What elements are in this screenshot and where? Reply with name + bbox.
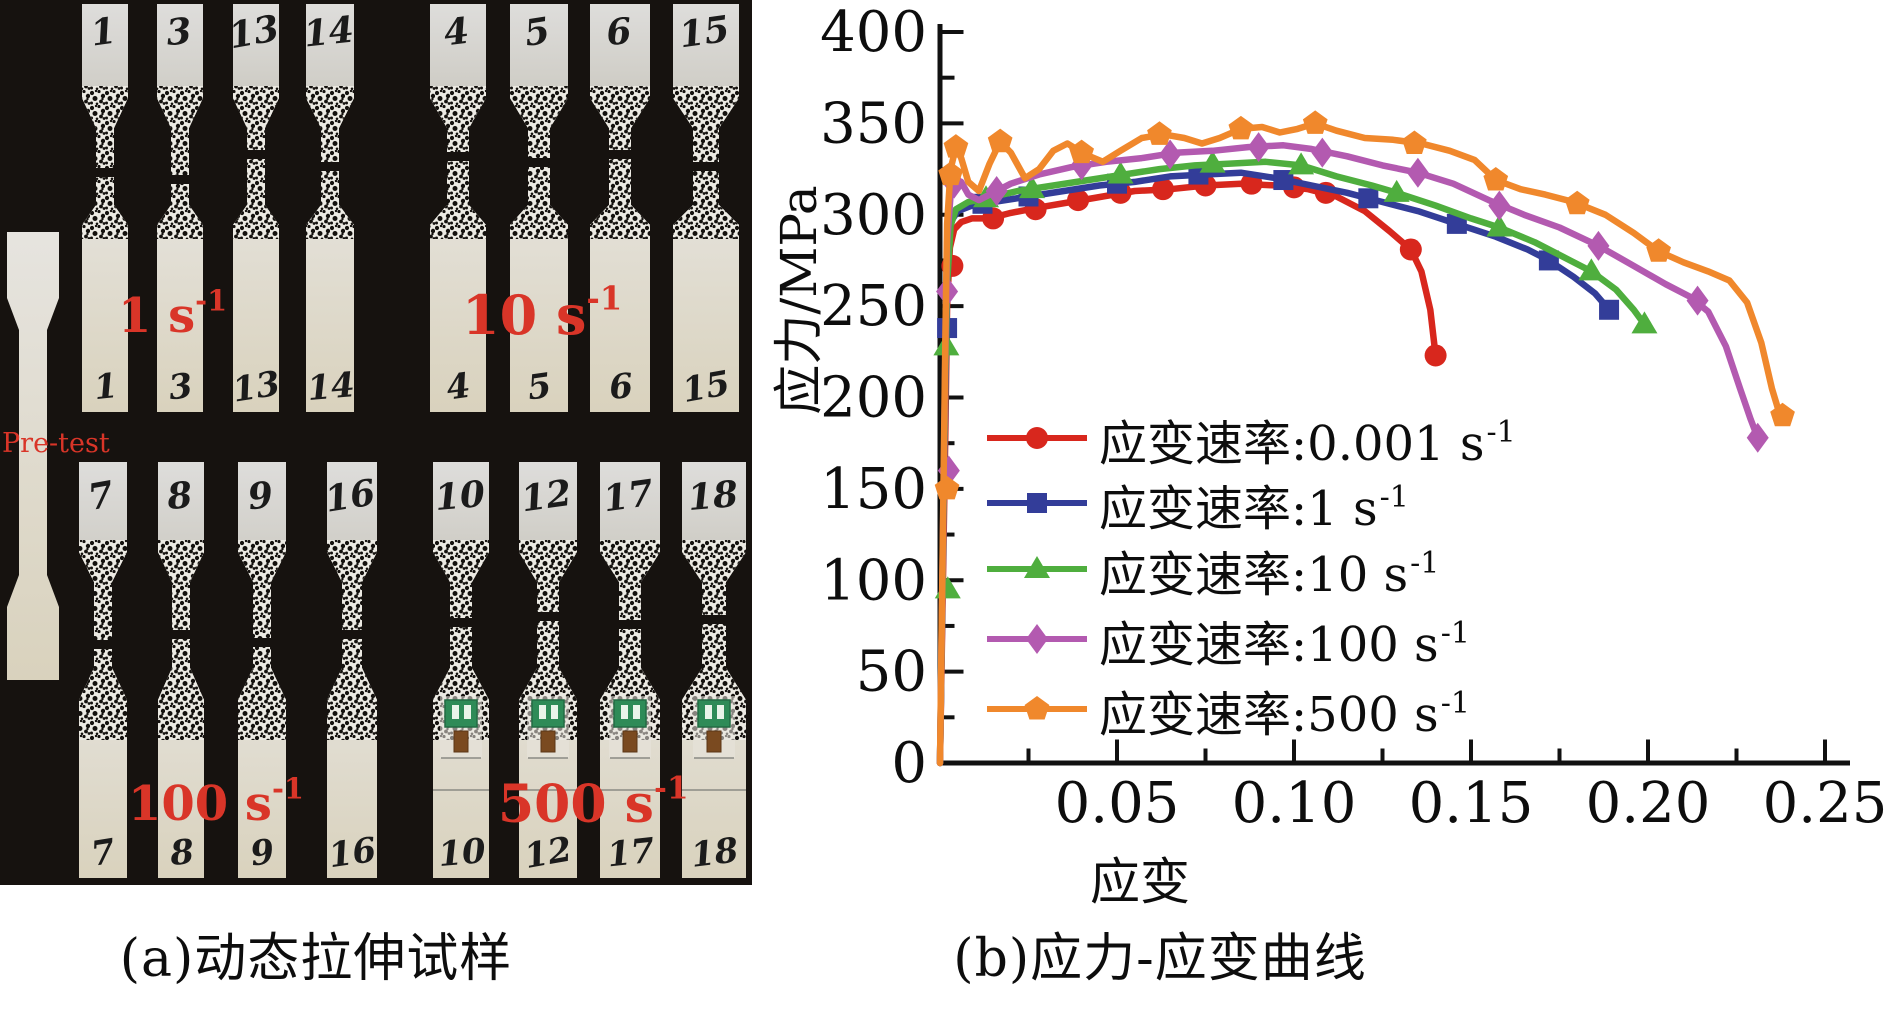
svg-text:18: 18 [689,830,741,875]
stress-strain-chart: 0 50 100 150 200 250 300 350 400 0.05 0.10 0.15 0.20… [820,0,1887,836]
legend-row-rate-500: 应变速率:500 s-1 [985,686,1470,739]
svg-text:8: 8 [164,474,194,518]
specimen-pretest: Pre-test [2,232,110,680]
svg-text:14: 14 [306,365,357,409]
stress-strain-chart-panel: 0 50 100 150 200 250 300 350 400 0.05 0.10 0.15 0.20… [752,0,1890,910]
svg-text:13: 13 [230,364,283,411]
rate-label-100s: 100 s-1 [128,771,304,832]
specimen-1: 11 [82,4,128,412]
y-tick-label: 50 [856,640,927,705]
legend-label-rate-10: 应变速率:10 s-1 [1099,545,1440,603]
legend-label-rate-500: 应变速率:500 s-1 [1099,685,1470,743]
svg-text:17: 17 [601,472,656,521]
svg-text:4: 4 [444,366,473,409]
specimen-photo-panel: 1 1 3 3 13 13 14 14 4 4 5 5 6 6 15 15 7 7 8 8 9 9 16 16 10 10 12 12… [0,0,752,885]
svg-text:15: 15 [679,363,733,411]
specimen-6: 66 [590,4,650,412]
svg-text:6: 6 [605,10,634,54]
specimen-9: 99 [238,462,286,878]
legend-row-rate-1: 应变速率:1 s-1 [985,480,1409,533]
svg-text:14: 14 [302,9,356,56]
x-tick-label: 0.25 [1763,771,1888,836]
svg-text:8: 8 [168,832,196,874]
specimen-photo: 1133131314144455661515778899161610101212… [0,0,752,885]
legend-row-rate-100: 应变速率:100 s-1 [985,616,1470,669]
pretest-label: Pre-test [2,428,110,459]
x-tick-label: 0.05 [1055,771,1180,836]
svg-text:18: 18 [686,473,740,519]
y-axis-title: 应力/MPa [770,185,828,415]
y-tick-label: 100 [820,548,927,613]
legend-marker-triangle-icon [985,552,1089,586]
stress-strain-curve-0.001 [936,172,1447,767]
caption-panel-a: (a)动态拉伸试样 [119,929,513,989]
legend-marker-diamond-icon [985,622,1089,656]
specimen-8: 88 [158,462,204,878]
y-tick-label: 200 [820,366,927,431]
svg-text:3: 3 [165,10,194,54]
x-axis-title: 应变 [1090,853,1190,911]
legend-marker-circle-icon [985,421,1089,455]
specimen-4: 44 [430,4,486,412]
legend-row-rate-10: 应变速率:10 s-1 [985,546,1439,599]
specimen-5: 55 [510,4,568,412]
x-tick-label: 0.15 [1409,771,1534,836]
specimen-13: 13 13 [226,4,283,412]
rate-label-10s: 10 s-1 [462,280,622,347]
y-tick-label: 0 [891,731,927,796]
svg-text:9: 9 [246,474,276,519]
svg-text:6: 6 [608,366,635,408]
specimen-10: 10 10 [433,462,489,878]
legend-row-rate-0.001: 应变速率:0.001 s-1 [985,415,1516,468]
svg-text:16: 16 [322,471,378,520]
svg-text:3: 3 [166,366,194,409]
legend-label-rate-1: 应变速率:1 s-1 [1099,479,1409,537]
rate-label-500s: 500 s-1 [498,771,689,835]
svg-text:9: 9 [248,832,277,875]
axes: 0 50 100 150 200 250 300 350 400 0.05 0.10 0.15 0.20… [820,0,1887,836]
y-tick-label: 250 [820,274,927,339]
x-tick-label: 0.10 [1232,771,1357,836]
specimen-3: 33 [157,4,203,412]
y-tick-label: 350 [820,91,927,156]
caption-panel-b: (b)应力-应变曲线 [953,929,1367,989]
legend-marker-pentagon-icon [985,692,1089,726]
svg-text:13: 13 [226,7,283,57]
legend-label-rate-100: 应变速率:100 s-1 [1099,615,1470,673]
x-tick-label: 0.20 [1586,771,1711,836]
svg-text:1: 1 [92,366,120,408]
legend-label-rate-0.001: 应变速率:0.001 s-1 [1099,414,1516,472]
stress-strain-curve-500 [934,110,1795,767]
svg-text:1: 1 [88,10,119,55]
y-tick-label: 300 [820,183,927,248]
svg-text:10: 10 [433,473,487,519]
svg-text:12: 12 [521,829,575,877]
svg-text:10: 10 [437,831,488,875]
svg-text:15: 15 [677,8,732,57]
svg-text:12: 12 [519,472,574,521]
svg-text:4: 4 [442,10,472,55]
specimen-14: 14 14 [302,4,357,412]
y-tick-label: 150 [820,457,927,522]
specimen-7: 77 [79,462,127,878]
specimen-12: 12 12 [519,462,577,878]
legend-marker-square-icon [985,486,1089,520]
svg-text:17: 17 [605,831,657,876]
y-tick-label: 400 [820,0,927,65]
rate-label-1s: 1 s-1 [118,283,227,344]
svg-text:5: 5 [525,366,554,409]
svg-text:16: 16 [326,830,378,876]
